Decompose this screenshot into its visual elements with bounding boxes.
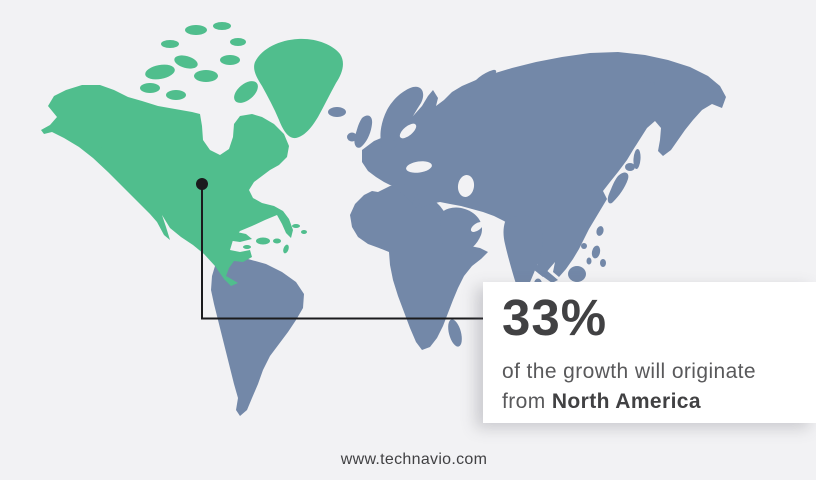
hainan-shape — [581, 243, 587, 249]
arctic-island — [145, 64, 175, 80]
eurasia-shape — [362, 52, 726, 277]
antilles-shape — [283, 244, 289, 254]
arctic-island — [230, 38, 246, 46]
greece-shape — [412, 198, 420, 208]
stat-description-prefix: from — [502, 390, 552, 413]
iceland-shape — [328, 107, 346, 117]
callout-card: 33% of the growth will originate from No… — [483, 282, 816, 423]
sumatra-shape — [529, 262, 558, 283]
highlighted-region-north-america — [41, 22, 343, 286]
caspian-sea — [457, 175, 475, 197]
connector-dot — [196, 178, 208, 190]
arctic-island — [161, 40, 179, 48]
newfoundland-shape — [265, 155, 279, 163]
taiwan-shape — [596, 226, 604, 236]
callout-connector — [196, 178, 489, 320]
japan-shape — [607, 172, 629, 204]
inland-seas — [399, 123, 484, 232]
hispaniola-shape — [256, 237, 270, 245]
stat-value: 33% — [502, 289, 608, 346]
bahamas-shape — [292, 224, 300, 228]
persian-gulf — [470, 222, 484, 232]
site-url: www.technavio.com — [340, 451, 488, 468]
arctic-island — [194, 70, 218, 82]
arctic-island — [140, 83, 160, 93]
arabia-shape — [440, 207, 483, 257]
hokkaido-shape — [625, 163, 635, 171]
novaya-zemlya-shape — [467, 69, 497, 97]
madagascar-shape — [448, 319, 462, 347]
north-america-shape — [41, 85, 293, 286]
arctic-island — [706, 87, 714, 93]
ireland-shape — [347, 132, 357, 142]
denmark-shape — [390, 131, 398, 141]
arctic-island — [649, 82, 655, 86]
uk-shape — [354, 115, 373, 148]
philippines-shape — [600, 259, 606, 267]
sakhalin-shape — [633, 149, 641, 169]
greenland-shape — [254, 38, 343, 139]
arctic-island — [220, 55, 240, 65]
india-shape — [503, 215, 544, 293]
stat-description-line1: of the growth will originate — [502, 360, 756, 383]
cuba-shape — [218, 231, 252, 242]
arctic-island — [166, 90, 186, 100]
bahamas-shape — [301, 230, 307, 234]
philippines-shape — [586, 257, 592, 265]
arctic-island — [185, 25, 207, 35]
stat-description-line2: from North America — [502, 387, 816, 417]
stat-region-name: North America — [551, 390, 701, 413]
puerto-rico-shape — [273, 238, 281, 244]
philippines-shape — [591, 245, 601, 259]
vancouver-island-shape — [90, 146, 102, 154]
baltic-sea — [399, 123, 417, 139]
italy-shape — [400, 171, 418, 198]
arctic-island — [213, 22, 231, 30]
other-regions — [211, 52, 726, 416]
arctic-island — [639, 76, 647, 82]
south-america-shape — [211, 258, 304, 416]
baffin-island-shape — [234, 81, 258, 103]
connector-line — [201, 184, 489, 320]
jamaica-shape — [243, 245, 251, 249]
borneo-shape — [568, 266, 586, 282]
arctic-island — [174, 55, 198, 69]
black-sea — [406, 161, 432, 173]
africa-shape — [350, 184, 488, 350]
